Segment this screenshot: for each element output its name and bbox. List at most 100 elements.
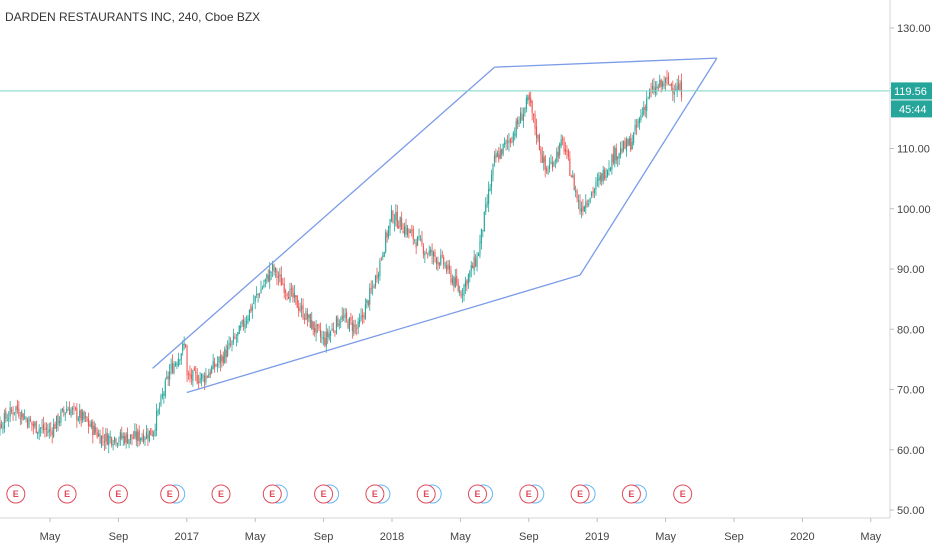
candle [375, 274, 377, 289]
candle [361, 308, 364, 325]
candle [549, 157, 551, 173]
countdown-label: 45:44 [891, 100, 932, 118]
candle [541, 146, 543, 164]
earnings-marker[interactable]: E [673, 484, 693, 504]
earnings-marker[interactable]: E [468, 484, 493, 504]
candle [515, 118, 517, 139]
earnings-label: E [474, 489, 480, 499]
trendline[interactable] [186, 274, 581, 394]
candle [85, 411, 87, 423]
earnings-icon[interactable] [211, 484, 231, 504]
candle [195, 366, 197, 382]
earnings-marker[interactable]: E [108, 484, 128, 504]
candle [57, 413, 59, 432]
trendline[interactable] [152, 66, 496, 369]
candle [470, 261, 472, 278]
earnings-marker[interactable]: E [570, 484, 596, 504]
earnings-label: E [628, 489, 634, 499]
candle [522, 107, 524, 128]
earnings-icon[interactable] [621, 484, 641, 504]
earnings-marker[interactable]: E [262, 484, 288, 504]
candle [119, 429, 121, 446]
candle [18, 400, 20, 419]
earnings-marker[interactable]: E [365, 484, 391, 504]
candle [350, 312, 352, 325]
candle [518, 116, 520, 128]
candle [446, 260, 448, 274]
earnings-icon[interactable] [468, 484, 487, 504]
candle [638, 116, 640, 130]
candle [388, 225, 390, 240]
candle [296, 294, 298, 308]
earnings-icon[interactable] [416, 484, 436, 504]
candle [398, 220, 400, 229]
candle [240, 321, 242, 331]
earnings-marker[interactable]: E [160, 484, 186, 504]
candle [241, 319, 243, 328]
earnings-icon[interactable] [673, 484, 693, 504]
candle [564, 142, 567, 156]
candle [21, 409, 23, 425]
earnings-icon[interactable] [365, 484, 385, 504]
candle [0, 416, 1, 436]
candle [402, 223, 404, 234]
candle [386, 230, 388, 243]
candle [364, 298, 366, 320]
candle [50, 422, 52, 437]
earnings-icon[interactable] [519, 484, 539, 504]
candle [121, 426, 123, 441]
candle [235, 333, 237, 347]
candle [392, 210, 394, 224]
earnings-marker[interactable]: E [211, 484, 231, 504]
earnings-icon[interactable] [262, 484, 282, 504]
candle [472, 262, 474, 269]
candle [475, 254, 477, 268]
trendline[interactable] [579, 57, 718, 276]
candle [466, 279, 468, 292]
candle [393, 213, 395, 232]
earnings-icon[interactable] [314, 484, 334, 504]
candle [173, 361, 175, 375]
trendline[interactable] [494, 57, 717, 68]
candle [82, 409, 84, 424]
candle [231, 340, 233, 352]
earnings-marker[interactable]: E [519, 484, 545, 504]
earnings-marker[interactable]: E [57, 484, 77, 504]
candle [373, 283, 375, 289]
candle [498, 146, 500, 163]
candle [340, 316, 342, 329]
time-axis[interactable]: May Sep 2017 May Sep 2018 May Sep 2019 May Sep 2020… [40, 518, 882, 543]
earnings-marker[interactable]: E [621, 484, 647, 504]
candle [679, 79, 681, 92]
candle [586, 199, 588, 208]
candle [147, 427, 149, 446]
earnings-label: E [372, 489, 378, 499]
x-tick-label: 2017 [175, 531, 199, 543]
candle [489, 183, 491, 192]
candle [225, 344, 227, 364]
candle [172, 354, 174, 374]
candle [305, 307, 307, 321]
earnings-marker[interactable]: E [416, 484, 442, 504]
earnings-marker[interactable]: E [6, 484, 26, 504]
candle [70, 406, 72, 418]
earnings-icon[interactable] [160, 484, 180, 504]
candle [483, 211, 485, 232]
candle [63, 406, 65, 417]
earnings-marker[interactable]: E [314, 484, 340, 504]
y-tick-label: 100.00 [897, 204, 931, 216]
candle [596, 173, 598, 187]
candle [634, 119, 636, 135]
earnings-icon[interactable] [57, 484, 77, 504]
candle [456, 268, 458, 287]
x-tick-label: May [40, 531, 61, 543]
earnings-icon[interactable] [6, 484, 26, 504]
earnings-icon[interactable] [108, 484, 128, 504]
candle [624, 137, 626, 149]
candle [467, 273, 469, 289]
price-axis[interactable]: 130.00120.00110.00100.0090.0080.0070.006… [890, 23, 931, 517]
candle [221, 354, 223, 368]
earnings-icon[interactable] [570, 484, 590, 504]
candle [144, 436, 146, 446]
